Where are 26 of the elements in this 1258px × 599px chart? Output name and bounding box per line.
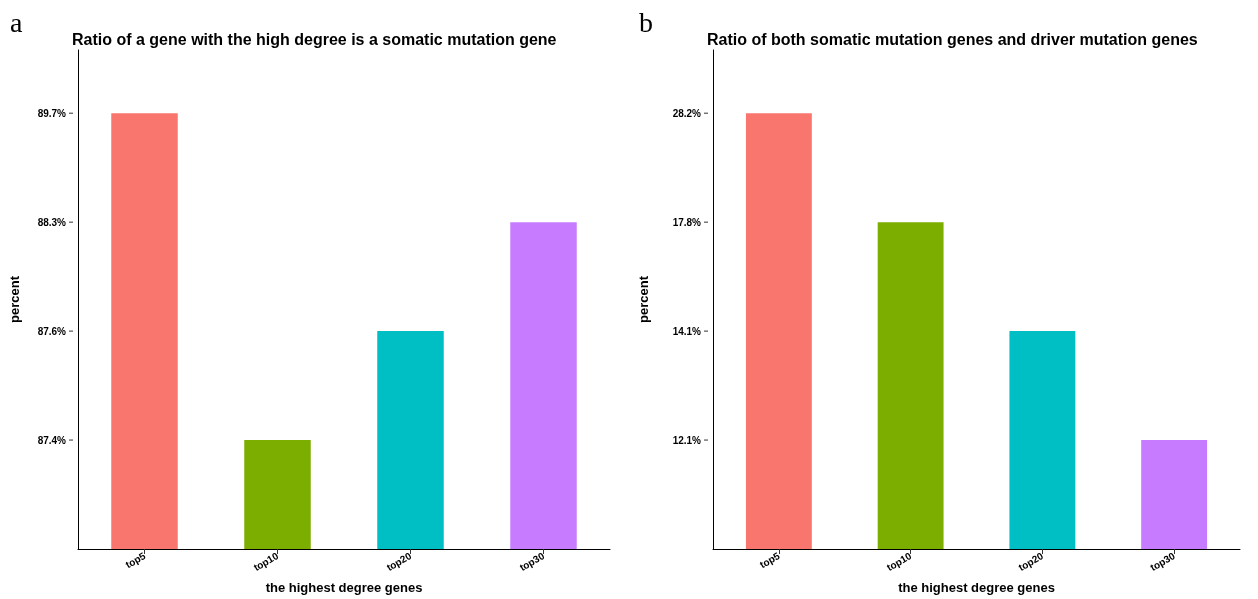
x-axis-title: the highest degree genes [265,580,423,595]
bar [745,113,812,549]
bar [510,222,577,549]
bar [1009,331,1076,549]
y-axis-title: percent [7,275,22,323]
chart-title: Ratio of a gene with the high degree is a somatic mutation gene [72,30,557,48]
x-tick-label: top5 [757,550,783,571]
text: a [10,6,23,38]
y-axis-title: percent [636,275,651,323]
x-axis-title: the highest degree genes [898,580,1055,595]
text: b [639,6,653,38]
chart-title: Ratio of both somatic mutation genes and driver mutation genes [707,30,1198,48]
text: 12.1% [672,434,702,446]
bar [1141,440,1208,549]
text: 28.2% [672,107,702,119]
bar [877,222,944,549]
text: 17.8% [672,216,702,228]
bar [377,331,444,549]
text: 87.6% [37,325,67,337]
text: 14.1% [672,325,702,337]
text: 87.4% [37,434,67,446]
x-tick-label: top5 [123,550,148,571]
text: 88.3% [37,216,67,228]
bar [111,113,178,549]
text: 89.7% [37,107,67,119]
bar [244,440,311,549]
